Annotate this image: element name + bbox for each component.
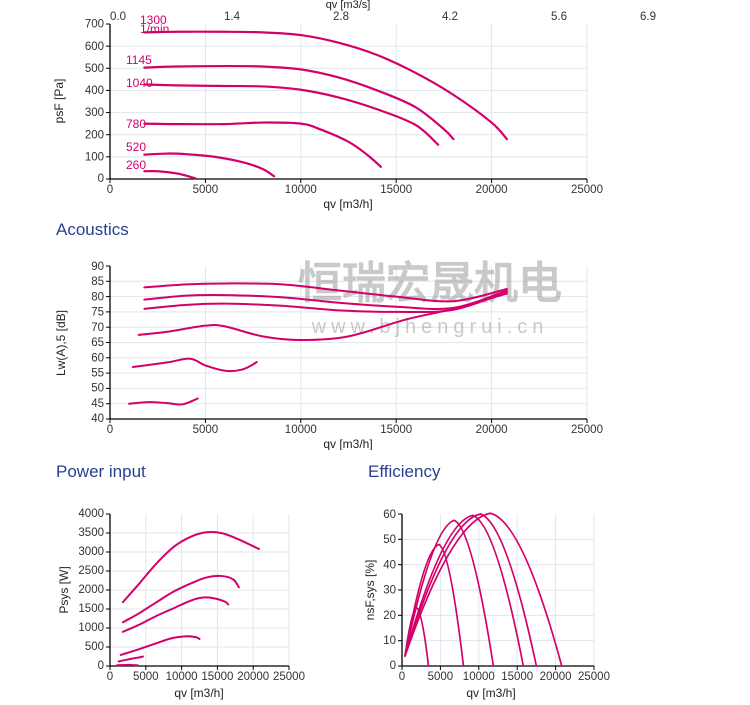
svg-text:10000: 10000 [463, 671, 495, 683]
svg-text:nsF,sys [%]: nsF,sys [%] [363, 560, 377, 621]
svg-text:20: 20 [383, 610, 396, 622]
svg-text:40: 40 [383, 560, 396, 572]
svg-text:20000: 20000 [540, 671, 572, 683]
svg-text:50: 50 [383, 534, 396, 546]
svg-text:5000: 5000 [428, 671, 454, 683]
svg-text:0: 0 [399, 671, 405, 683]
svg-text:10: 10 [383, 635, 396, 647]
svg-text:15000: 15000 [501, 671, 533, 683]
svg-text:60: 60 [383, 509, 396, 521]
svg-text:25000: 25000 [578, 671, 610, 683]
svg-text:30: 30 [383, 585, 396, 597]
svg-text:qv [m3/h]: qv [m3/h] [466, 686, 515, 700]
svg-text:0: 0 [390, 660, 396, 672]
